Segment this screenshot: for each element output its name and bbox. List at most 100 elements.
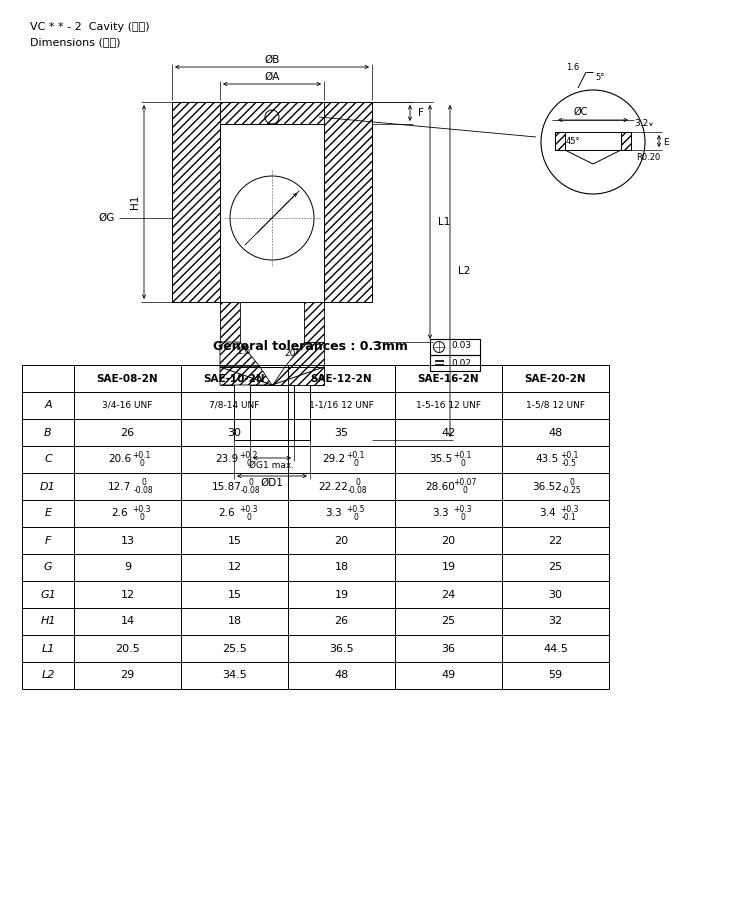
Text: 1-5-16 12 UNF: 1-5-16 12 UNF	[416, 401, 481, 410]
Text: R0.20: R0.20	[636, 153, 660, 162]
Text: A: A	[44, 400, 52, 410]
Text: 3.4: 3.4	[539, 509, 556, 518]
Text: 0: 0	[141, 478, 146, 487]
Text: ØC: ØC	[574, 107, 588, 117]
Text: -0.5: -0.5	[562, 459, 577, 468]
Text: 12.7: 12.7	[108, 481, 131, 491]
Polygon shape	[220, 302, 240, 342]
Text: +0.3: +0.3	[453, 505, 472, 514]
Text: 0: 0	[139, 513, 144, 522]
Text: 3.3: 3.3	[326, 509, 342, 518]
Text: F: F	[45, 536, 51, 546]
Text: 3.2: 3.2	[634, 120, 648, 128]
Text: F: F	[418, 108, 424, 118]
Text: L1: L1	[41, 644, 55, 654]
Text: 45°: 45°	[566, 137, 580, 147]
Text: 0: 0	[353, 459, 358, 468]
Text: 20.6: 20.6	[108, 455, 131, 465]
Polygon shape	[220, 102, 324, 124]
Text: SAE-08-2N: SAE-08-2N	[97, 373, 158, 384]
Text: 36.52: 36.52	[532, 481, 562, 491]
Text: 35: 35	[334, 428, 349, 438]
Text: ØG: ØG	[99, 213, 115, 223]
Text: 0: 0	[460, 513, 465, 522]
Text: 30: 30	[227, 428, 242, 438]
Text: +0.07: +0.07	[453, 478, 476, 487]
Text: 15: 15	[227, 536, 242, 546]
Text: 32: 32	[548, 617, 562, 627]
Text: +0.1: +0.1	[132, 451, 151, 460]
Text: 5°: 5°	[596, 74, 604, 82]
Polygon shape	[324, 102, 372, 302]
Text: 48: 48	[548, 428, 562, 438]
Text: 9: 9	[124, 562, 131, 573]
Text: 43.5: 43.5	[536, 455, 559, 465]
Text: 20.5: 20.5	[116, 644, 140, 654]
Text: 0: 0	[246, 459, 251, 468]
Text: ØA: ØA	[264, 72, 280, 82]
Text: 2.6: 2.6	[218, 509, 235, 518]
Text: 0: 0	[248, 478, 253, 487]
Text: 3.3: 3.3	[432, 509, 448, 518]
Circle shape	[541, 90, 645, 194]
Text: 19: 19	[334, 589, 349, 599]
Text: B: B	[44, 428, 52, 438]
Text: 7/8-14 UNF: 7/8-14 UNF	[209, 401, 260, 410]
Text: 23.9: 23.9	[214, 455, 238, 465]
Text: 0.03: 0.03	[451, 341, 471, 350]
Text: SAE-16-2N: SAE-16-2N	[418, 373, 479, 384]
Text: 0: 0	[246, 513, 251, 522]
Text: 20: 20	[334, 536, 349, 546]
Text: SAE-10-2N: SAE-10-2N	[204, 373, 266, 384]
Polygon shape	[284, 342, 324, 367]
Text: +0.3: +0.3	[560, 505, 579, 514]
Text: 18: 18	[227, 617, 242, 627]
Text: 26: 26	[121, 428, 134, 438]
Text: +0.3: +0.3	[239, 505, 258, 514]
Text: 25.5: 25.5	[222, 644, 247, 654]
Text: Dimensions (尺寸): Dimensions (尺寸)	[30, 37, 121, 47]
Text: 25: 25	[442, 617, 455, 627]
Text: 3/4-16 UNF: 3/4-16 UNF	[102, 401, 153, 410]
Text: 36: 36	[442, 644, 455, 654]
Text: 1.6: 1.6	[237, 348, 251, 357]
Text: 42: 42	[441, 428, 455, 438]
Text: General tolerances : 0.3mm: General tolerances : 0.3mm	[212, 340, 407, 353]
Text: 22.22: 22.22	[319, 481, 349, 491]
Text: E: E	[663, 138, 669, 148]
Text: 0: 0	[569, 478, 574, 487]
Text: 20: 20	[442, 536, 455, 546]
Text: 20°: 20°	[284, 349, 300, 359]
Bar	[430, 339, 480, 355]
Text: 0: 0	[460, 459, 465, 468]
Text: H1: H1	[130, 195, 140, 209]
Text: 12: 12	[121, 589, 134, 599]
Text: 59: 59	[548, 670, 562, 680]
Text: SAE-12-2N: SAE-12-2N	[310, 373, 372, 384]
Text: L1: L1	[438, 217, 450, 227]
Text: -0.25: -0.25	[562, 486, 581, 495]
Text: D1: D1	[40, 481, 56, 491]
Text: 22: 22	[548, 536, 562, 546]
Text: ØG1 max.: ØG1 max.	[250, 460, 295, 469]
Text: G: G	[44, 562, 52, 573]
Text: ØB: ØB	[264, 55, 280, 65]
Text: 29.2: 29.2	[322, 455, 345, 465]
Text: +0.3: +0.3	[132, 505, 151, 514]
Text: 14: 14	[121, 617, 134, 627]
Text: 2.6: 2.6	[111, 509, 128, 518]
Polygon shape	[621, 132, 631, 150]
Text: 19: 19	[442, 562, 455, 573]
Text: 49: 49	[441, 670, 455, 680]
Text: 0: 0	[462, 486, 467, 495]
Text: -0.1: -0.1	[562, 513, 577, 522]
Text: 18: 18	[334, 562, 349, 573]
Text: 0.02: 0.02	[451, 359, 471, 368]
Text: 0: 0	[139, 459, 144, 468]
Bar	[430, 355, 480, 371]
Text: VC * * - 2  Cavity (插孔): VC * * - 2 Cavity (插孔)	[30, 22, 149, 32]
Text: 44.5: 44.5	[543, 644, 568, 654]
Text: 25: 25	[548, 562, 562, 573]
Text: +0.1: +0.1	[453, 451, 472, 460]
Text: 15: 15	[227, 589, 242, 599]
